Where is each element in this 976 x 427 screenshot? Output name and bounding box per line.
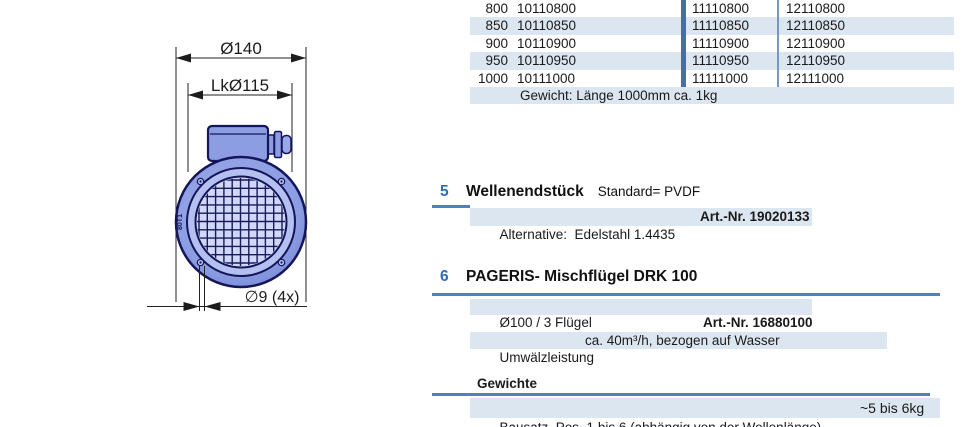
rule-stub xyxy=(432,205,470,208)
motor-type-label: 80T1 xyxy=(177,214,184,230)
section-title: PAGERIS- Mischflügel DRK 100 xyxy=(466,268,698,285)
cell-artnr: 11110950 xyxy=(681,52,777,70)
rule-under-heading xyxy=(432,293,940,296)
cell-artnr: 10110800 xyxy=(517,1,577,16)
flange-drawing: Ø140 LkØ115 xyxy=(147,39,308,311)
cell-artnr: 12110850 xyxy=(777,17,954,35)
art-nr: Art.-Nr. 16880100 xyxy=(703,315,813,330)
dim-label-bolt-circle: LkØ115 xyxy=(211,76,269,95)
section-number: 6 xyxy=(440,268,449,285)
dim-label-holes: ∅9 (4x) xyxy=(245,289,300,306)
spec-diameter: Ø100 / 3 Flügel xyxy=(499,315,592,330)
motor-front-view: 80T1 xyxy=(174,155,308,289)
cell-length: 1000 xyxy=(477,70,508,86)
cell-artnr: 11110900 xyxy=(681,34,777,53)
fan-grille-grid xyxy=(197,178,285,266)
weights-value: ~5 bis 6kg xyxy=(860,399,925,416)
cell-artnr: 12110900 xyxy=(777,34,954,53)
section-mischfluegel: 6 PAGERIS- Mischflügel DRK 100 Ø100 / 3 … xyxy=(432,268,954,365)
parts-table: 800 10110800 11110800 12110800 850 10110… xyxy=(470,0,954,105)
cell-artnr: 10110950 xyxy=(517,53,577,69)
mounting-holes xyxy=(196,177,286,267)
table-row: 850 10110850 11110850 12110850 xyxy=(470,17,954,35)
dimension-bolt-circle xyxy=(187,83,293,172)
cell-artnr: 11110800 xyxy=(681,0,777,18)
spec-flowrate-label: Umwälzleistung xyxy=(499,350,595,365)
section-subtitle: Standard= PVDF xyxy=(597,184,701,199)
art-nr: Art.-Nr. 19020133 xyxy=(700,208,810,224)
cell-length: 800 xyxy=(485,1,508,16)
weights-label: Bausatz Pos. 1 bis 6 (abhängig von der W… xyxy=(499,419,822,427)
weights-row: Bausatz Pos. 1 bis 6 (abhängig von der W… xyxy=(470,397,940,427)
section-title: Wellenendstück xyxy=(466,183,584,200)
cell-length: 850 xyxy=(485,18,508,34)
cell-artnr: 12111000 xyxy=(777,69,954,87)
spec-row: PVDF Art.-Nr. 16880100 xyxy=(470,315,813,347)
cell-artnr: 10111000 xyxy=(517,70,576,86)
cable-gland-rib xyxy=(273,130,283,159)
spec-flowrate-value: ca. 40m³/h, bezogen auf Wasser xyxy=(585,332,780,348)
alternative-label: Alternative: Edelstahl 1.4435 xyxy=(499,227,676,242)
table-row: 900 10110900 11110900 12110900 xyxy=(470,34,954,53)
cell-artnr: 11111000 xyxy=(681,69,777,87)
cell-length: 950 xyxy=(485,53,508,69)
table-row: 1000 10111000 11111000 12111000 xyxy=(470,69,954,87)
dimension-holes xyxy=(147,266,307,311)
section-gewichte: Gewichte Bausatz Pos. 1 bis 6 (abhängig … xyxy=(432,376,954,427)
cell-length: 900 xyxy=(485,35,508,51)
alternative-row: Alternative: Edelstahl 1.4435 Art.-Nr. 1… xyxy=(470,207,812,242)
section-number: 5 xyxy=(440,183,449,200)
table-footer-weight: Gewicht: Länge 1000mm ca. 1kg xyxy=(470,86,954,105)
cell-artnr: 10110850 xyxy=(517,18,577,34)
section-wellenendstueck: 5 Wellenendstück Standard= PVDF Alternat… xyxy=(432,183,954,242)
cell-artnr: 11110850 xyxy=(681,17,777,35)
spec-row: Ø100 / 3 Flügel xyxy=(470,298,812,330)
rule-under-weights xyxy=(432,393,930,396)
cell-artnr: 12110800 xyxy=(777,0,954,18)
section-heading: 6 PAGERIS- Mischflügel DRK 100 xyxy=(432,268,954,286)
section-heading: 5 Wellenendstück Standard= PVDF xyxy=(432,183,954,201)
cell-artnr: 10110900 xyxy=(517,35,577,51)
dim-label-outer: Ø140 xyxy=(220,39,262,58)
spec-row: Umwälzleistung ca. 40m³/h, bezogen auf W… xyxy=(470,331,887,365)
weights-title: Gewichte xyxy=(477,376,538,391)
table-row: 800 10110800 11110800 12110800 xyxy=(470,0,954,18)
dimension-outer-diameter xyxy=(175,47,307,302)
table-row: 950 10110950 11110950 12110950 xyxy=(470,52,954,70)
cable-gland-cap xyxy=(281,134,292,155)
cell-artnr: 12110950 xyxy=(777,52,954,70)
